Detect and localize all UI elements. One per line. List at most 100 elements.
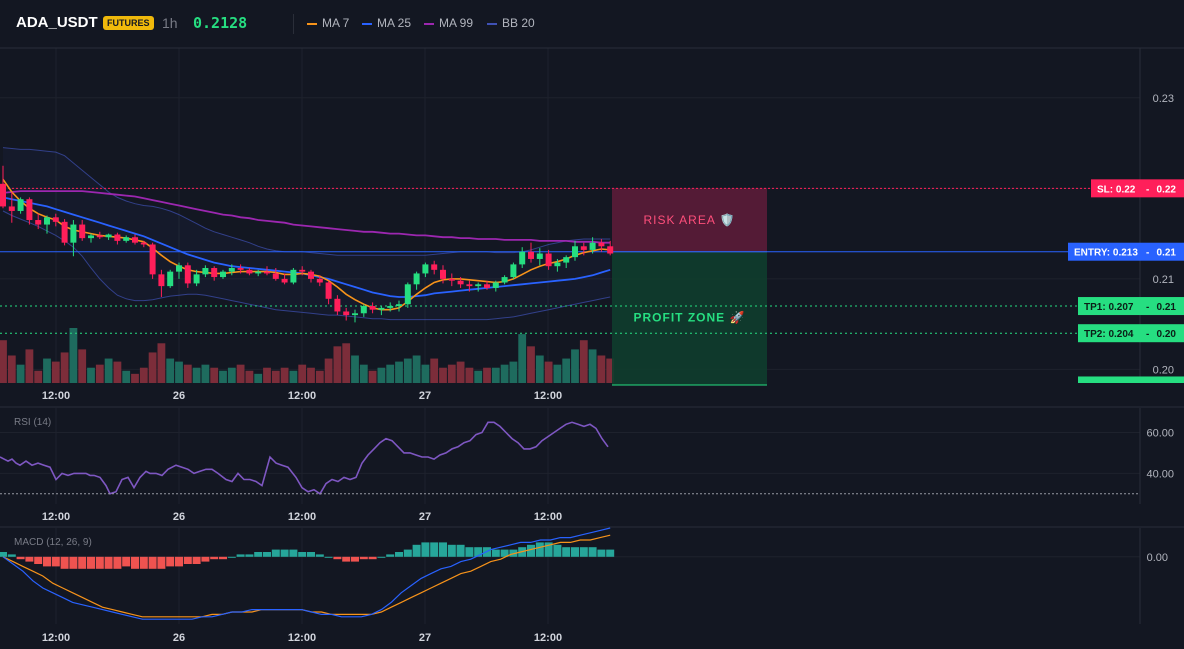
- candle[interactable]: [492, 280, 499, 292]
- candle[interactable]: [264, 266, 270, 276]
- candle[interactable]: [396, 300, 402, 312]
- candle[interactable]: [598, 239, 605, 252]
- candle[interactable]: [528, 242, 534, 263]
- candle[interactable]: [176, 262, 182, 279]
- entry-tag[interactable]: ENTRY: 0.213 0.21 -: [1068, 242, 1184, 261]
- candle[interactable]: [70, 220, 77, 257]
- legend-bb20[interactable]: BB 20: [487, 16, 535, 30]
- macd-pane[interactable]: [0, 527, 615, 620]
- tp2-tag[interactable]: TP2: 0.204 0.20 -: [1078, 324, 1184, 343]
- candle[interactable]: [316, 275, 323, 287]
- volume-bar: [34, 370, 43, 383]
- candle[interactable]: [299, 266, 306, 276]
- candle[interactable]: [26, 197, 33, 225]
- candle[interactable]: [211, 266, 218, 281]
- macd-hist-bar: [60, 556, 69, 569]
- candle[interactable]: [35, 213, 42, 230]
- candle[interactable]: [369, 302, 376, 314]
- candle[interactable]: [281, 273, 288, 285]
- candle[interactable]: [290, 268, 297, 285]
- candle[interactable]: [17, 197, 24, 214]
- candle[interactable]: [334, 295, 341, 316]
- candle[interactable]: [8, 191, 15, 223]
- candle[interactable]: [193, 269, 200, 287]
- candle[interactable]: [255, 269, 262, 277]
- candle[interactable]: [140, 240, 147, 248]
- candle[interactable]: [61, 219, 68, 246]
- candle[interactable]: [44, 215, 50, 234]
- candle[interactable]: [88, 233, 94, 243]
- candle[interactable]: [114, 232, 121, 245]
- candle[interactable]: [220, 269, 226, 279]
- candle[interactable]: [343, 307, 350, 321]
- candle[interactable]: [184, 262, 191, 288]
- candlesticks[interactable]: [0, 165, 614, 323]
- candle-body: [149, 244, 156, 275]
- timeframe-selector[interactable]: 1h: [162, 15, 178, 31]
- candle-body: [88, 235, 94, 239]
- tp1-tag[interactable]: TP1: 0.207 0.21 -: [1078, 297, 1184, 316]
- legend-ma99[interactable]: MA 99: [424, 16, 473, 30]
- sl-tag[interactable]: SL: 0.22 0.22 -: [1091, 179, 1184, 198]
- risk-area-box[interactable]: [612, 188, 767, 252]
- candle[interactable]: [79, 220, 86, 241]
- candle[interactable]: [536, 248, 543, 266]
- candle[interactable]: [237, 264, 244, 274]
- candle[interactable]: [352, 309, 358, 323]
- candle[interactable]: [457, 277, 464, 288]
- candle[interactable]: [123, 235, 130, 243]
- candle[interactable]: [228, 264, 235, 276]
- candle[interactable]: [440, 265, 446, 284]
- candle[interactable]: [572, 240, 578, 261]
- pane-separators[interactable]: [0, 47, 1184, 624]
- candle[interactable]: [325, 280, 332, 305]
- candle[interactable]: [554, 258, 561, 272]
- macd-hist-bar: [104, 556, 113, 569]
- profit-zone-box[interactable]: [612, 251, 767, 385]
- candle[interactable]: [202, 265, 209, 278]
- candle[interactable]: [132, 234, 138, 245]
- price-axis-tags[interactable]: SL: 0.22 0.22 - ENTRY: 0.213 0.21 - TP1:…: [1068, 179, 1184, 383]
- candle[interactable]: [96, 231, 103, 240]
- candle[interactable]: [158, 269, 165, 297]
- candle[interactable]: [501, 275, 508, 285]
- candle[interactable]: [0, 165, 6, 209]
- candle[interactable]: [52, 213, 59, 227]
- candle[interactable]: [360, 304, 367, 317]
- candle[interactable]: [272, 268, 279, 281]
- candle[interactable]: [448, 273, 455, 287]
- symbol-name[interactable]: ADA_USDT: [16, 14, 98, 31]
- legend-ma25[interactable]: MA 25: [362, 16, 411, 30]
- candle[interactable]: [246, 268, 253, 276]
- candle[interactable]: [387, 302, 394, 312]
- volume-bar: [0, 340, 7, 383]
- candle[interactable]: [431, 260, 438, 275]
- candle[interactable]: [545, 249, 552, 270]
- trade-zones[interactable]: RISK AREA 🛡️ PROFIT ZONE 🚀: [612, 188, 767, 386]
- candle[interactable]: [149, 242, 156, 279]
- candle[interactable]: [563, 255, 570, 269]
- candle[interactable]: [475, 282, 482, 292]
- ma99-swatch: [424, 22, 434, 25]
- legend-ma7[interactable]: MA 7: [307, 16, 349, 30]
- candle[interactable]: [484, 280, 490, 290]
- rsi-pane[interactable]: [0, 421, 1140, 495]
- macd-hist-bar: [368, 556, 377, 560]
- candle[interactable]: [308, 269, 314, 283]
- candle[interactable]: [466, 280, 473, 292]
- candle[interactable]: [510, 262, 517, 279]
- candle[interactable]: [607, 240, 614, 256]
- tp2-tag-dash: -: [1146, 329, 1149, 340]
- candle[interactable]: [404, 282, 411, 308]
- candle[interactable]: [580, 242, 587, 256]
- candle[interactable]: [422, 262, 429, 278]
- candle[interactable]: [519, 247, 526, 269]
- candle[interactable]: [378, 306, 385, 316]
- candle[interactable]: [589, 237, 596, 254]
- profit-zone-label: PROFIT ZONE 🚀: [634, 310, 746, 324]
- candle[interactable]: [413, 271, 420, 290]
- macd-hist-bar: [430, 542, 439, 557]
- candle[interactable]: [167, 269, 174, 288]
- candle[interactable]: [105, 233, 112, 240]
